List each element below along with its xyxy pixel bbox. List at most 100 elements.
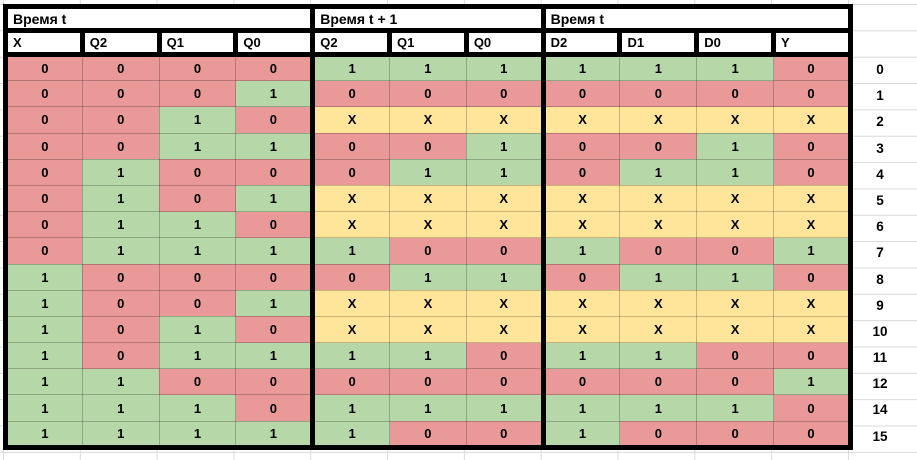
table-cell[interactable]: 1	[619, 53, 698, 82]
table-cell[interactable]: X	[619, 315, 698, 344]
table-cell[interactable]: 1	[619, 263, 698, 291]
table-cell[interactable]: X	[619, 106, 698, 134]
table-cell[interactable]: X	[619, 211, 698, 239]
table-cell[interactable]: 1	[389, 53, 467, 82]
table-cell[interactable]: 0	[310, 158, 391, 186]
table-cell[interactable]: 0	[158, 368, 237, 396]
table-cell[interactable]: 1	[310, 237, 391, 265]
table-cell[interactable]: 0	[81, 315, 160, 344]
table-cell[interactable]: 1	[465, 263, 544, 291]
table-cell[interactable]: 0	[3, 211, 83, 239]
table-cell[interactable]: X	[465, 211, 544, 239]
table-cell[interactable]: 0	[619, 420, 698, 450]
table-cell[interactable]: 0	[235, 315, 314, 344]
column-header-cell[interactable]: Q0	[233, 28, 316, 57]
table-cell[interactable]: 0	[696, 368, 775, 396]
table-cell[interactable]: 0	[81, 263, 160, 291]
table-cell[interactable]: 0	[158, 80, 237, 108]
row-label[interactable]: 11	[872, 350, 888, 366]
table-cell[interactable]: X	[619, 289, 698, 317]
table-cell[interactable]: 0	[81, 53, 160, 82]
row-label[interactable]: 10	[872, 323, 888, 339]
row-label[interactable]: 5	[876, 192, 884, 208]
row-label[interactable]: 9	[876, 297, 884, 313]
table-cell[interactable]: 1	[619, 158, 698, 186]
table-cell[interactable]: 0	[235, 106, 314, 134]
table-cell[interactable]: X	[465, 289, 544, 317]
table-cell[interactable]: 0	[465, 80, 544, 108]
table-cell[interactable]: X	[465, 106, 544, 134]
column-header-cell[interactable]: D1	[617, 28, 700, 57]
table-cell[interactable]: X	[389, 315, 467, 344]
table-cell[interactable]: 1	[389, 263, 467, 291]
table-cell[interactable]: 1	[389, 342, 467, 370]
table-cell[interactable]: 1	[3, 420, 83, 450]
table-cell[interactable]: X	[310, 315, 391, 344]
table-cell[interactable]: 1	[773, 368, 853, 396]
table-cell[interactable]: 1	[235, 289, 314, 317]
row-label[interactable]: 12	[872, 376, 888, 392]
row-label[interactable]: 7	[876, 245, 884, 261]
table-cell[interactable]: 0	[389, 420, 467, 450]
table-cell[interactable]: 1	[81, 420, 160, 450]
table-cell[interactable]: 0	[773, 394, 853, 422]
group-header-cell[interactable]: Время t	[2, 4, 316, 33]
column-header-cell[interactable]: D0	[694, 28, 777, 57]
group-header-cell[interactable]: Время t	[540, 4, 853, 33]
table-cell[interactable]: 0	[81, 80, 160, 108]
table-cell[interactable]: X	[465, 184, 544, 213]
table-cell[interactable]: X	[773, 106, 853, 134]
table-cell[interactable]: 0	[389, 237, 467, 265]
table-cell[interactable]: 0	[540, 132, 621, 160]
table-cell[interactable]: 0	[389, 132, 467, 160]
table-cell[interactable]: 1	[540, 394, 621, 422]
table-cell[interactable]: X	[540, 184, 621, 213]
table-cell[interactable]: 1	[3, 368, 83, 396]
table-cell[interactable]: X	[389, 106, 467, 134]
table-cell[interactable]: 1	[81, 211, 160, 239]
table-cell[interactable]: 1	[696, 53, 775, 82]
table-cell[interactable]: 1	[3, 342, 83, 370]
table-cell[interactable]: 1	[158, 237, 237, 265]
table-cell[interactable]: 1	[696, 394, 775, 422]
table-cell[interactable]: 0	[465, 420, 544, 450]
column-header-cell[interactable]: Q2	[310, 28, 393, 57]
table-cell[interactable]: 0	[235, 368, 314, 396]
table-cell[interactable]: 0	[3, 53, 83, 82]
table-cell[interactable]: 1	[235, 237, 314, 265]
table-cell[interactable]: 0	[235, 394, 314, 422]
table-cell[interactable]: 0	[389, 368, 467, 396]
table-cell[interactable]: X	[773, 289, 853, 317]
column-header-cell[interactable]: Q0	[463, 28, 546, 57]
table-cell[interactable]: 0	[158, 53, 237, 82]
table-cell[interactable]: X	[540, 106, 621, 134]
table-cell[interactable]: 0	[465, 368, 544, 396]
table-cell[interactable]: 1	[696, 132, 775, 160]
table-cell[interactable]: 1	[158, 420, 237, 450]
row-label[interactable]: 15	[872, 428, 888, 444]
table-cell[interactable]: 1	[235, 420, 314, 450]
table-cell[interactable]: 0	[81, 106, 160, 134]
table-cell[interactable]: 1	[3, 394, 83, 422]
table-cell[interactable]: X	[773, 315, 853, 344]
column-header-cell[interactable]: D2	[540, 28, 623, 57]
table-cell[interactable]: 0	[773, 420, 853, 450]
table-cell[interactable]: 1	[235, 184, 314, 213]
table-cell[interactable]: 0	[158, 184, 237, 213]
table-cell[interactable]: 1	[158, 394, 237, 422]
table-cell[interactable]: 0	[540, 80, 621, 108]
table-cell[interactable]: X	[310, 106, 391, 134]
table-cell[interactable]: X	[696, 184, 775, 213]
row-label[interactable]: 8	[876, 271, 884, 287]
table-cell[interactable]: 0	[465, 342, 544, 370]
table-cell[interactable]: 0	[310, 132, 391, 160]
table-cell[interactable]: 0	[158, 263, 237, 291]
table-cell[interactable]: 1	[619, 394, 698, 422]
table-cell[interactable]: X	[540, 211, 621, 239]
table-cell[interactable]: 0	[540, 368, 621, 396]
table-cell[interactable]: X	[310, 289, 391, 317]
table-cell[interactable]: 0	[465, 237, 544, 265]
table-cell[interactable]: 1	[389, 394, 467, 422]
table-cell[interactable]: 1	[235, 342, 314, 370]
table-cell[interactable]: 1	[540, 342, 621, 370]
